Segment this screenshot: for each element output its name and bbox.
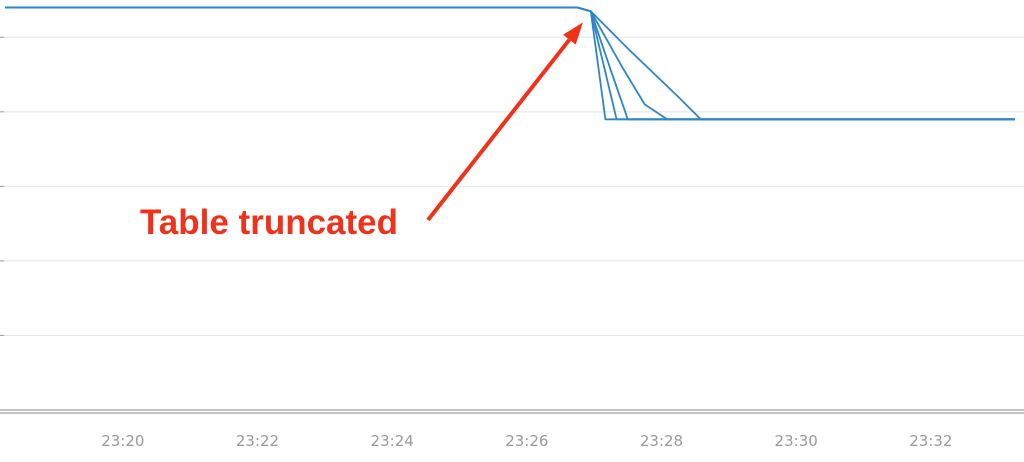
series-line-1	[5, 6, 1015, 121]
x-tick-label: 23:28	[640, 432, 683, 450]
annotation: Table truncated	[140, 22, 583, 242]
series-line-2	[5, 6, 1015, 121]
x-axis	[0, 409, 1024, 414]
x-tick-label: 23:22	[236, 432, 279, 450]
x-tick-label: 23:24	[371, 432, 414, 450]
annotation-arrow	[426, 38, 571, 222]
x-tick-label: 23:32	[909, 432, 952, 450]
series-line-4	[5, 6, 1015, 121]
x-tick-label: 23:26	[505, 432, 548, 450]
annotation-label: Table truncated	[140, 203, 398, 242]
x-tick-label: 23:20	[101, 432, 144, 450]
series-lines	[5, 6, 1015, 121]
annotation-arrowhead	[563, 22, 583, 45]
series-line-5	[5, 6, 1015, 121]
series-line-3	[5, 6, 1015, 121]
x-axis-ticks: 23:20 23:22 23:24 23:26 23:28 23:30 23:32	[101, 432, 952, 450]
x-tick-label: 23:30	[775, 432, 818, 450]
